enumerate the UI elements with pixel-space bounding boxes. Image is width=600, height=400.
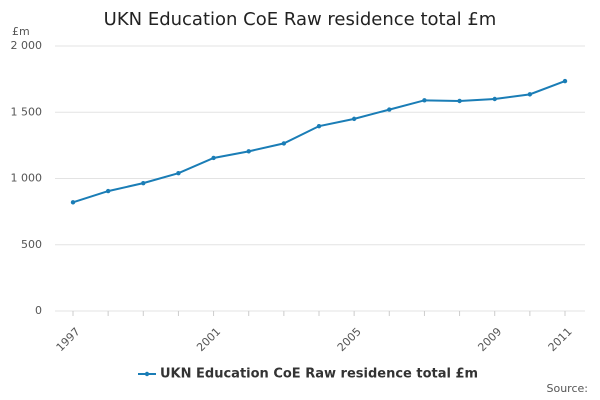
x-tick-label: 2005 [335, 325, 364, 354]
x-tick-label: 1997 [54, 325, 83, 354]
data-point [316, 123, 322, 129]
data-point [492, 96, 497, 102]
y-tick-label: 1 000 [11, 172, 43, 185]
x-tick-label: 2001 [194, 325, 223, 354]
series-line [72, 80, 566, 204]
source: Source: [547, 382, 589, 395]
data-point [351, 116, 357, 122]
legend-label: UKN Education CoE Raw residence total £m [160, 367, 478, 382]
data-point [70, 200, 76, 205]
data-point [457, 98, 462, 104]
data-point [105, 188, 111, 194]
y-tick-label: 1 500 [11, 105, 43, 118]
data-point [176, 171, 181, 176]
data-point [527, 92, 533, 97]
data-point [141, 180, 146, 186]
data-point [246, 149, 251, 154]
chart-title: UKN Education CoE Raw residence total £m [104, 9, 497, 30]
data-point [281, 141, 287, 146]
y-axis-label: £m [12, 25, 30, 38]
x-tick-label: 2011 [546, 325, 575, 354]
data-point [211, 155, 216, 161]
data-point [562, 78, 568, 84]
x-tick-label: 2009 [475, 325, 504, 354]
legend-marker [144, 371, 150, 377]
y-tick-label: 500 [21, 238, 42, 251]
data-point [422, 98, 427, 103]
y-tick-label: 2 000 [11, 39, 43, 52]
data-point [387, 107, 392, 112]
y-tick-label: 0 [35, 304, 42, 317]
